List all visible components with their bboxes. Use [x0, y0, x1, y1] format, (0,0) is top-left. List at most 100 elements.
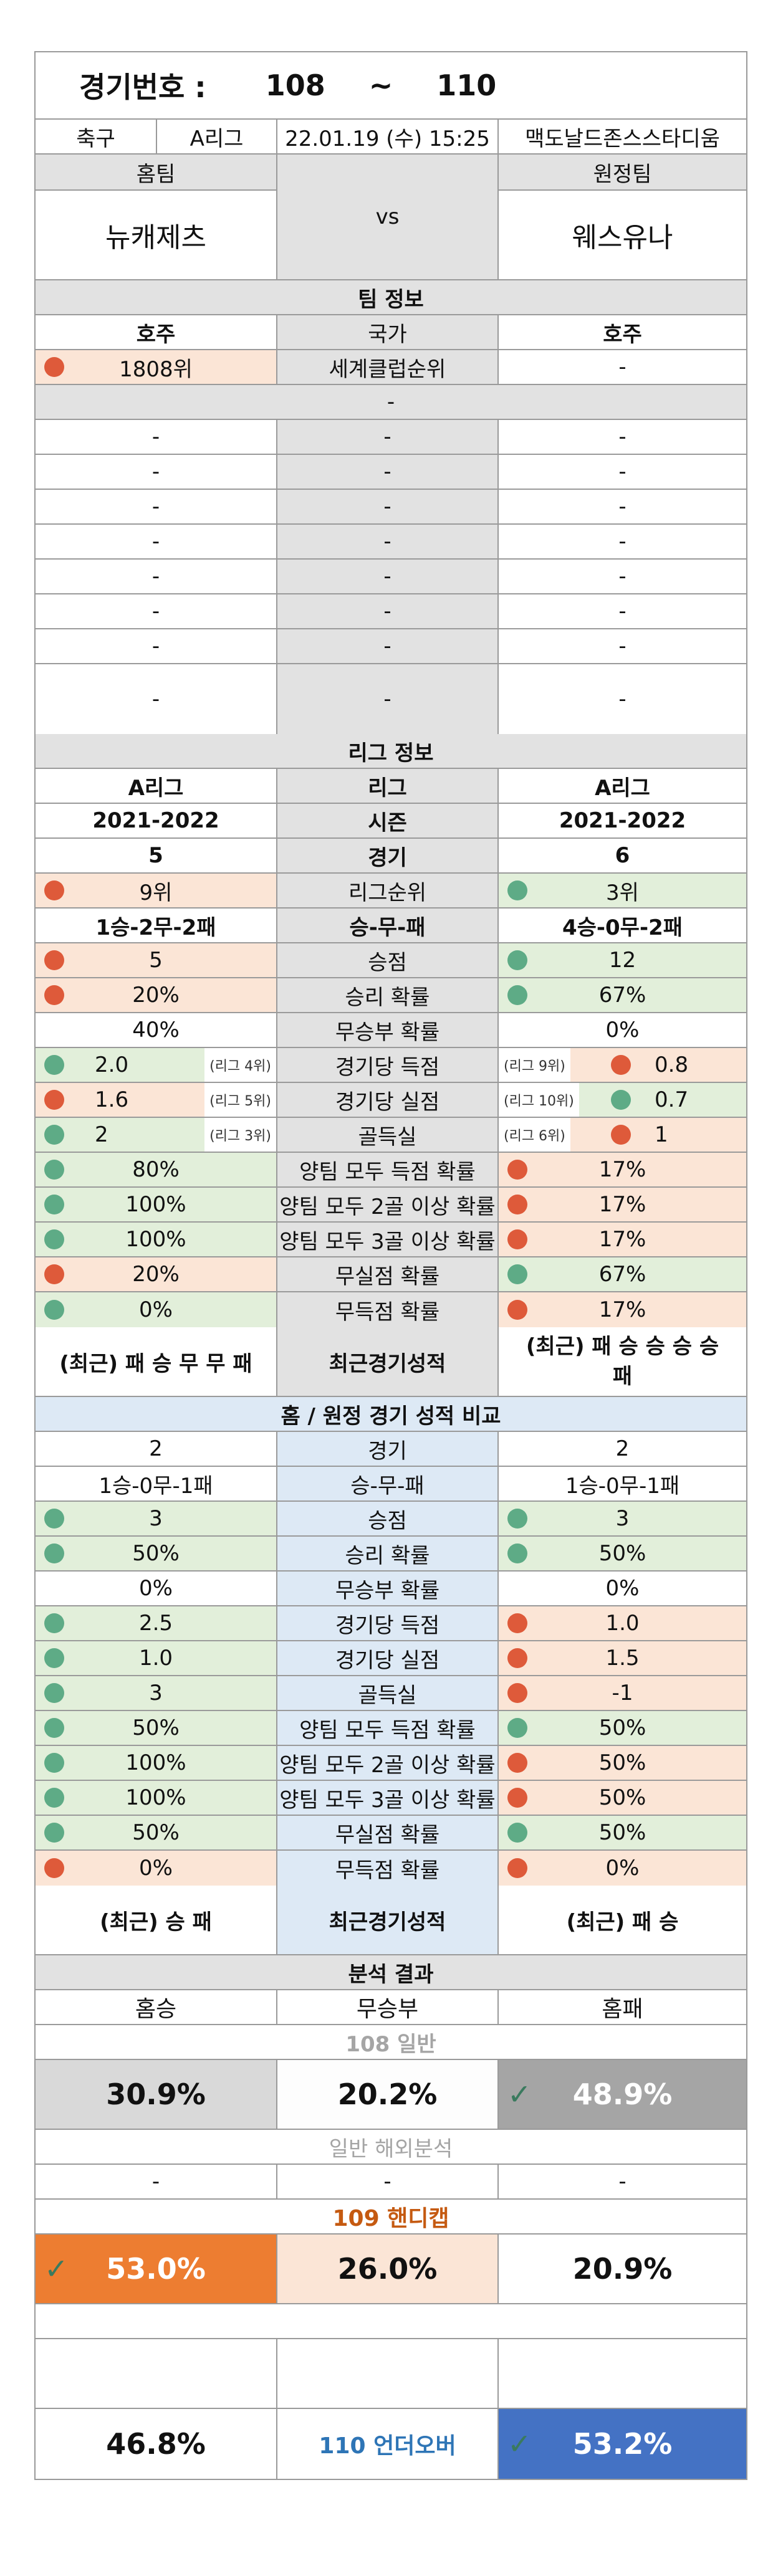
stat-label: 시즌 [277, 804, 499, 837]
home-stat-value: 5 [148, 843, 163, 868]
league-stat-row: 20% 무실점 확률 67% [36, 1257, 746, 1292]
label: - [277, 664, 499, 734]
ha-away-stat: 50% [499, 1711, 746, 1745]
home-stat: 1승-2무-2패 [36, 909, 277, 942]
away-stat: 0.7 (리그 10위) [499, 1083, 746, 1117]
home-value: - [36, 420, 277, 454]
ha-stat-row: 1승-0무-1패 승-무-패 1승-0무-1패 [36, 1467, 746, 1502]
home-value-value: - [151, 494, 160, 519]
teams-block: 홈팀 뉴캐제츠 vs 원정팀 웨스유나 [36, 155, 746, 280]
green-dot-icon [507, 1823, 527, 1843]
ha-away-recent: (최근) 패 승 [566, 1909, 679, 1935]
league-info-title: 리그 정보 [36, 734, 746, 768]
league-info-rows: A리그 리그 A리그 2021-2022 시즌 2021-2022 5 경기 6 9위 리그순위 3위… [36, 769, 746, 1327]
ha-stat-label: 무득점 확률 [277, 1851, 499, 1886]
home-stat: 2021-2022 [36, 804, 277, 837]
col-home-loss: 홈패 [602, 1996, 643, 2022]
home-stat-value: 1.6 [95, 1087, 129, 1112]
label: - [277, 629, 499, 663]
away-stat: 17% [499, 1223, 746, 1256]
overseas-draw: - [277, 2165, 499, 2198]
ha-stat-row: 0% 무득점 확률 0% [36, 1851, 746, 1886]
home-stat-value: 2021-2022 [92, 808, 219, 833]
ha-recent-row: (최근) 승 패 최근경기성적 (최근) 패 승 [36, 1886, 746, 1955]
away-value: - [499, 594, 746, 628]
home-stat-value: 2.0 [95, 1052, 129, 1077]
overseas-row: - - - [36, 2165, 746, 2200]
stat-label-value: 리그순위 [348, 880, 427, 905]
green-dot-icon [44, 1543, 64, 1563]
away-stat-value: 67% [598, 1262, 646, 1287]
home-stat-value: 100% [125, 1227, 186, 1252]
away-value: - [499, 420, 746, 454]
home-value-value: - [151, 459, 160, 484]
ou-over: 53.2% [572, 2427, 673, 2461]
team-info-row: --- [36, 560, 746, 594]
green-dot-icon [507, 1264, 527, 1284]
ha-stat-label-value: 경기당 실점 [335, 1648, 440, 1673]
green-dot-icon [507, 1718, 527, 1738]
league-stat-row: 20% 승리 확률 67% [36, 978, 746, 1013]
ha-away-stat: 50% [499, 1781, 746, 1815]
overseas-home: - [36, 2165, 277, 2198]
away-stat: 2021-2022 [499, 804, 746, 837]
away-stat-value: A리그 [595, 775, 650, 801]
home-stat: 2 (리그 3위) [36, 1118, 277, 1152]
home-value-value: - [151, 564, 160, 589]
stat-label-value: 경기당 실점 [335, 1089, 440, 1115]
away-value: - [499, 629, 746, 663]
general-draw: 20.2% [277, 2060, 499, 2129]
match-number-label: 경기번호 : [79, 70, 206, 104]
ha-home-stat: 50% [36, 1537, 277, 1570]
stat-label-value: 리그 [368, 775, 407, 801]
green-dot-icon [44, 1229, 64, 1249]
away-recent-form: (최근) 패 승 승 승 승 [526, 1334, 719, 1359]
home-team-name: 뉴캐제츠 [105, 222, 206, 254]
label-value: - [383, 529, 391, 554]
away-stat-value: 17% [598, 1157, 646, 1182]
home-stat: 9위 [36, 874, 277, 907]
match-number-from: 108 [265, 69, 325, 102]
ha-away-stat: 0% [499, 1572, 746, 1605]
team-info-row: --- [36, 629, 746, 664]
stat-label-value: 승점 [368, 950, 407, 975]
ha-stat-label-value: 승-무-패 [350, 1473, 425, 1499]
label-value: - [383, 599, 391, 624]
stat-label: 승리 확률 [277, 978, 499, 1012]
ha-stat-row: 50% 양팀 모두 득점 확률 50% [36, 1711, 746, 1746]
label: - [277, 525, 499, 558]
away-stat-value: 0.7 [655, 1087, 689, 1112]
league-recent-row: (최근) 패 승 무 무 패 최근경기성적 (최근) 패 승 승 승 승 패 [36, 1327, 746, 1397]
handicap-away: 20.9% [572, 2252, 673, 2286]
away-value: - [499, 455, 746, 489]
ha-stat-row: 3 골득실 -1 [36, 1676, 746, 1711]
ha-stat-row: 100% 양팀 모두 2골 이상 확률 50% [36, 1746, 746, 1781]
ha-away-stat-value: 1.5 [605, 1646, 640, 1671]
ha-home-stat: 1.0 [36, 1641, 277, 1675]
ha-home-stat: 100% [36, 1746, 277, 1780]
ha-stat-label-value: 승리 확률 [345, 1543, 430, 1568]
green-dot-icon [44, 1125, 64, 1145]
away-value-value: - [618, 687, 627, 712]
away-stat-value: 12 [608, 948, 636, 973]
general-home: 30.9% [36, 2060, 277, 2129]
ha-away-stat: 50% [499, 1537, 746, 1570]
ha-away-stat: 50% [499, 1746, 746, 1780]
red-dot-icon [44, 950, 64, 970]
ha-home-stat-value: 50% [132, 1541, 180, 1566]
home-stat: 0% [36, 1292, 277, 1327]
league-stat-row: A리그 리그 A리그 [36, 769, 746, 804]
green-dot-icon [44, 1683, 64, 1703]
away-team-label: 원정팀 [499, 155, 746, 191]
ha-home-stat-value: 2 [149, 1436, 163, 1461]
red-dot-icon [507, 1300, 527, 1320]
overseas-away: - [618, 2169, 627, 2194]
away-stat: 12 [499, 943, 746, 977]
home-stat-value: 100% [125, 1192, 186, 1217]
ha-stat-row: 0% 무승부 확률 0% [36, 1572, 746, 1606]
red-dot-icon [44, 985, 64, 1005]
vs-label: vs [277, 155, 499, 279]
league-stat-row: 9위 리그순위 3위 [36, 874, 746, 909]
green-dot-icon [507, 1543, 527, 1563]
league-rank-note: (리그 9위) [499, 1048, 570, 1082]
